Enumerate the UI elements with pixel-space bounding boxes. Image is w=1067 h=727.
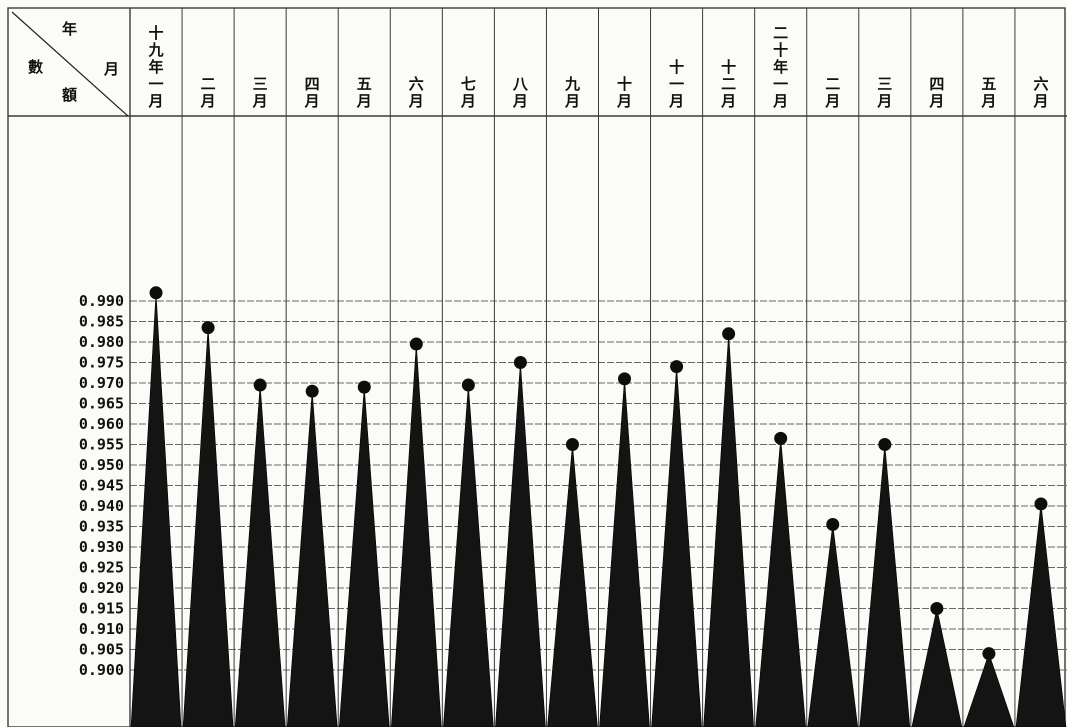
spike-bar xyxy=(755,438,806,727)
spike-bar xyxy=(391,344,442,727)
y-tick-label: 0.975 xyxy=(79,354,124,372)
data-point xyxy=(930,602,944,615)
spike-bar xyxy=(963,652,1015,727)
spike-bar xyxy=(859,444,911,727)
data-point xyxy=(565,438,579,451)
month-header-label: 三月 xyxy=(252,75,268,110)
data-point xyxy=(670,360,684,374)
data-point xyxy=(201,321,215,335)
spike-bar xyxy=(130,292,182,727)
spike-bar xyxy=(443,385,494,727)
month-header-label: 十月 xyxy=(616,75,632,110)
month-header-label: 三月 xyxy=(876,75,892,110)
data-point xyxy=(253,378,267,392)
month-header-label: 二十年一月 xyxy=(772,24,788,110)
data-point xyxy=(1034,497,1048,511)
y-tick-label: 0.935 xyxy=(79,518,124,536)
corner-amount-label-1: 數 xyxy=(28,58,43,76)
month-header-label: 五月 xyxy=(356,75,372,110)
month-header-label: 二月 xyxy=(200,75,216,110)
y-tick-label: 0.910 xyxy=(79,620,124,638)
data-point xyxy=(305,384,319,398)
month-header-label: 十二月 xyxy=(720,58,736,110)
data-point xyxy=(982,647,996,661)
corner-month-label: 月 xyxy=(103,60,119,78)
y-tick-label: 0.900 xyxy=(79,661,124,679)
month-header-label: 六月 xyxy=(1032,75,1048,110)
spike-bar xyxy=(547,444,598,727)
y-tick-label: 0.945 xyxy=(79,477,124,495)
grid xyxy=(7,7,1067,727)
data-point xyxy=(826,517,840,531)
data-point xyxy=(513,356,527,369)
series-markers xyxy=(149,286,1048,661)
spike-bar xyxy=(651,366,702,727)
month-header-label: 九月 xyxy=(564,75,580,110)
month-header-label: 十九年一月 xyxy=(148,24,164,110)
month-header-label: 八月 xyxy=(512,75,529,110)
month-header-label: 二月 xyxy=(824,75,840,110)
y-tick-label: 0.955 xyxy=(79,436,124,454)
data-point xyxy=(409,337,423,351)
y-tick-label: 0.960 xyxy=(79,415,124,433)
y-tick-label: 0.965 xyxy=(79,395,124,413)
spike-bar xyxy=(1015,503,1067,727)
month-header-label: 四月 xyxy=(304,75,320,110)
spike-bar xyxy=(911,608,963,727)
y-tick-label: 0.930 xyxy=(79,538,124,556)
y-tick-label: 0.925 xyxy=(79,559,124,577)
y-tick-label: 0.970 xyxy=(79,374,124,392)
y-tick-label: 0.920 xyxy=(79,579,124,597)
data-point xyxy=(149,286,163,300)
corner-year-label: 年 xyxy=(62,20,77,38)
spike-bar xyxy=(495,362,546,727)
y-tick-label: 0.990 xyxy=(79,292,124,310)
data-point xyxy=(357,380,371,394)
corner-header: 年 月 數 額 xyxy=(11,11,129,117)
y-tick-label: 0.905 xyxy=(79,641,124,659)
corner-amount-label-2: 額 xyxy=(61,86,77,104)
corner-diagonal xyxy=(11,11,129,117)
spike-bar xyxy=(599,378,650,727)
spike-bar xyxy=(182,327,234,727)
spike-bar xyxy=(703,333,754,727)
y-tick-label: 0.980 xyxy=(79,333,124,351)
chart-frame xyxy=(7,7,1066,727)
month-header-label: 七月 xyxy=(460,75,476,110)
month-header-label: 十一月 xyxy=(668,58,684,110)
month-header-label: 四月 xyxy=(928,75,944,110)
y-axis-ticks: 0.990 0.985 0.980 0.975 0.970 0.965 0.960 0.955… xyxy=(79,292,124,679)
month-header-label: 六月 xyxy=(408,75,424,110)
month-header-label: 五月 xyxy=(980,75,996,110)
data-point xyxy=(878,438,892,451)
data-point xyxy=(618,372,632,386)
spike-bar xyxy=(807,524,859,727)
y-tick-label: 0.985 xyxy=(79,313,124,331)
y-tick-label: 0.950 xyxy=(79,456,124,474)
y-tick-label: 0.940 xyxy=(79,497,124,515)
spike-bar xyxy=(234,385,286,727)
data-point xyxy=(722,327,736,341)
data-point xyxy=(774,431,788,445)
y-tick-label: 0.915 xyxy=(79,600,124,618)
spike-bar xyxy=(286,391,338,727)
spike-bar xyxy=(338,387,390,727)
data-point xyxy=(461,378,475,392)
series-spikes xyxy=(130,292,1067,727)
